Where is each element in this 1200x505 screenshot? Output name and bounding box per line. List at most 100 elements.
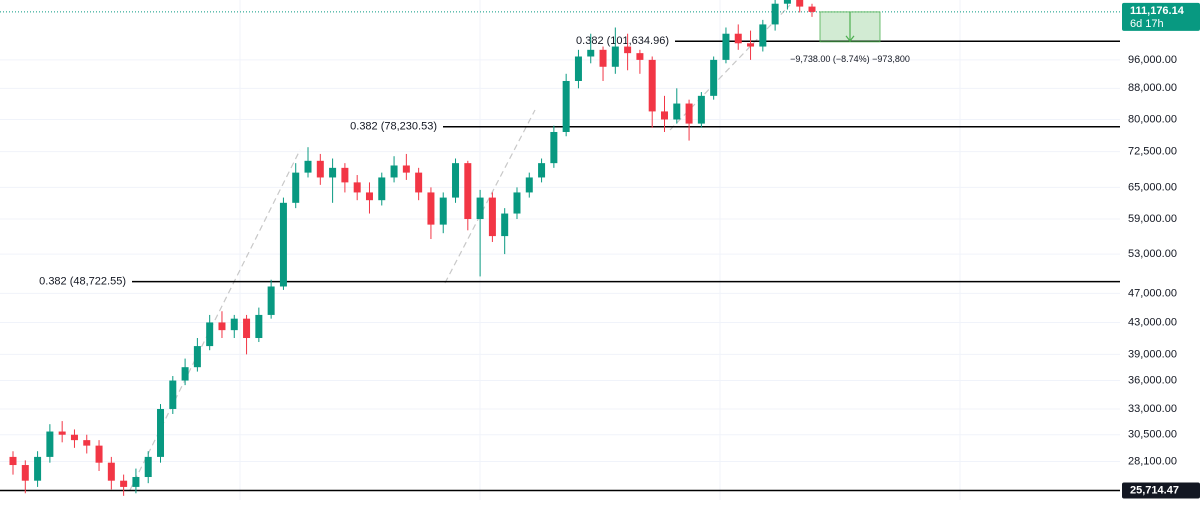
- candle-body: [525, 177, 533, 193]
- price-line-label: 0.382 (78,230.53): [350, 121, 437, 133]
- candle-body: [476, 197, 484, 220]
- support-label: 25,714.47: [1130, 484, 1179, 496]
- grid: [0, 0, 1120, 500]
- candle-body: [378, 177, 386, 201]
- candle-body: [181, 367, 189, 381]
- candles: [9, 0, 816, 496]
- candle-body: [488, 197, 496, 237]
- candle-body: [427, 192, 435, 225]
- y-tick-label: 53,000.00: [1128, 248, 1177, 260]
- candle-body: [722, 33, 730, 60]
- candle-body: [673, 103, 681, 120]
- candle-body: [46, 431, 54, 457]
- candle-body: [255, 314, 263, 339]
- candle-body: [267, 286, 275, 315]
- y-tick-label: 59,000.00: [1128, 213, 1177, 225]
- candle-body: [550, 131, 558, 164]
- measure-arrowhead: [845, 35, 855, 42]
- last-price-countdown: 6d 17h: [1130, 18, 1164, 30]
- candle-body: [316, 160, 324, 178]
- y-tick-label: 47,000.00: [1128, 287, 1177, 299]
- candle-body: [193, 346, 201, 368]
- candle-body: [452, 163, 460, 198]
- trend-line: [669, 4, 791, 131]
- candle-body: [304, 160, 312, 173]
- candle-body: [759, 24, 767, 47]
- candle-body: [574, 56, 582, 81]
- y-tick-label: 65,000.00: [1128, 181, 1177, 193]
- support-box: [1122, 482, 1200, 499]
- candle-body: [697, 95, 705, 124]
- candle-body: [501, 213, 509, 237]
- candle-body: [9, 456, 17, 466]
- trend-line: [444, 109, 536, 284]
- y-tick-label: 28,100.00: [1128, 455, 1177, 467]
- candle-body: [353, 182, 361, 193]
- candle-body: [660, 111, 668, 120]
- candle-body: [808, 6, 816, 12]
- candle-body: [771, 3, 779, 25]
- candle-body: [402, 165, 410, 173]
- trend-lines: [129, 4, 791, 491]
- y-tick-label: 43,000.00: [1128, 316, 1177, 328]
- candle-body: [243, 318, 251, 339]
- candle-body: [21, 465, 29, 481]
- candle-body: [390, 165, 398, 178]
- candle-body: [58, 431, 66, 435]
- candle-body: [611, 46, 619, 67]
- candle-body: [157, 408, 165, 457]
- y-tick-label: 88,000.00: [1128, 82, 1177, 94]
- measure-label: −9,738.00 (−8.74%) −973,800: [790, 54, 910, 64]
- candle-body: [34, 456, 42, 481]
- y-tick-label: 96,000.00: [1128, 54, 1177, 66]
- candle-body: [230, 318, 238, 331]
- candle-body: [83, 440, 91, 446]
- candle-body: [710, 59, 718, 96]
- candle-body: [107, 462, 115, 481]
- price-line-label: 0.382 (48,722.55): [39, 276, 126, 288]
- candle-body: [218, 322, 226, 331]
- candle-body: [562, 80, 570, 132]
- candle-body: [636, 53, 644, 60]
- y-tick-label: 80,000.00: [1128, 113, 1177, 125]
- price-lines: 0.382 (101,634.96) 0.382 (78,230.53) 0.382…: [0, 11, 1120, 492]
- candle-body: [648, 59, 656, 112]
- candle-body: [599, 49, 607, 67]
- candle-body: [439, 197, 447, 225]
- candle-body: [783, 0, 791, 4]
- candle-body: [538, 163, 546, 178]
- candle-body: [169, 380, 177, 409]
- candle-body: [365, 192, 373, 201]
- last-price-label: 111,176.14: [1130, 5, 1185, 17]
- candle-body: [132, 477, 140, 487]
- candle-body: [95, 445, 103, 463]
- trend-line: [129, 149, 301, 491]
- candle-body: [464, 163, 472, 220]
- candle-body: [513, 192, 521, 214]
- candle-body: [796, 0, 804, 7]
- candle-body: [415, 172, 423, 193]
- candle-body: [734, 33, 742, 44]
- price-line-label: 0.382 (101,634.96): [576, 35, 669, 47]
- y-tick-label: 30,500.00: [1128, 429, 1177, 441]
- candle-body: [292, 172, 300, 203]
- candle-body: [279, 202, 287, 287]
- overlay: −9,738.00 (−8.74%) −973,800: [790, 11, 910, 64]
- y-tick-label: 33,000.00: [1128, 403, 1177, 415]
- candle-body: [341, 167, 349, 183]
- candle-body: [70, 434, 78, 441]
- candle-body: [624, 46, 632, 54]
- candle-body: [144, 456, 152, 478]
- candle-body: [587, 49, 595, 57]
- candle-body: [747, 43, 755, 47]
- candle-body: [685, 103, 693, 124]
- y-tick-label: 39,000.00: [1128, 348, 1177, 360]
- candle-body: [120, 480, 128, 487]
- y-tick-label: 72,500.00: [1128, 146, 1177, 158]
- y-tick-label: 36,000.00: [1128, 374, 1177, 386]
- price-axis: 96,000.00 88,000.00 80,000.00 72,500.00 65,0…: [1122, 2, 1200, 499]
- candle-body: [329, 167, 337, 178]
- last-price-box: [1122, 2, 1200, 31]
- candle-body: [206, 322, 214, 347]
